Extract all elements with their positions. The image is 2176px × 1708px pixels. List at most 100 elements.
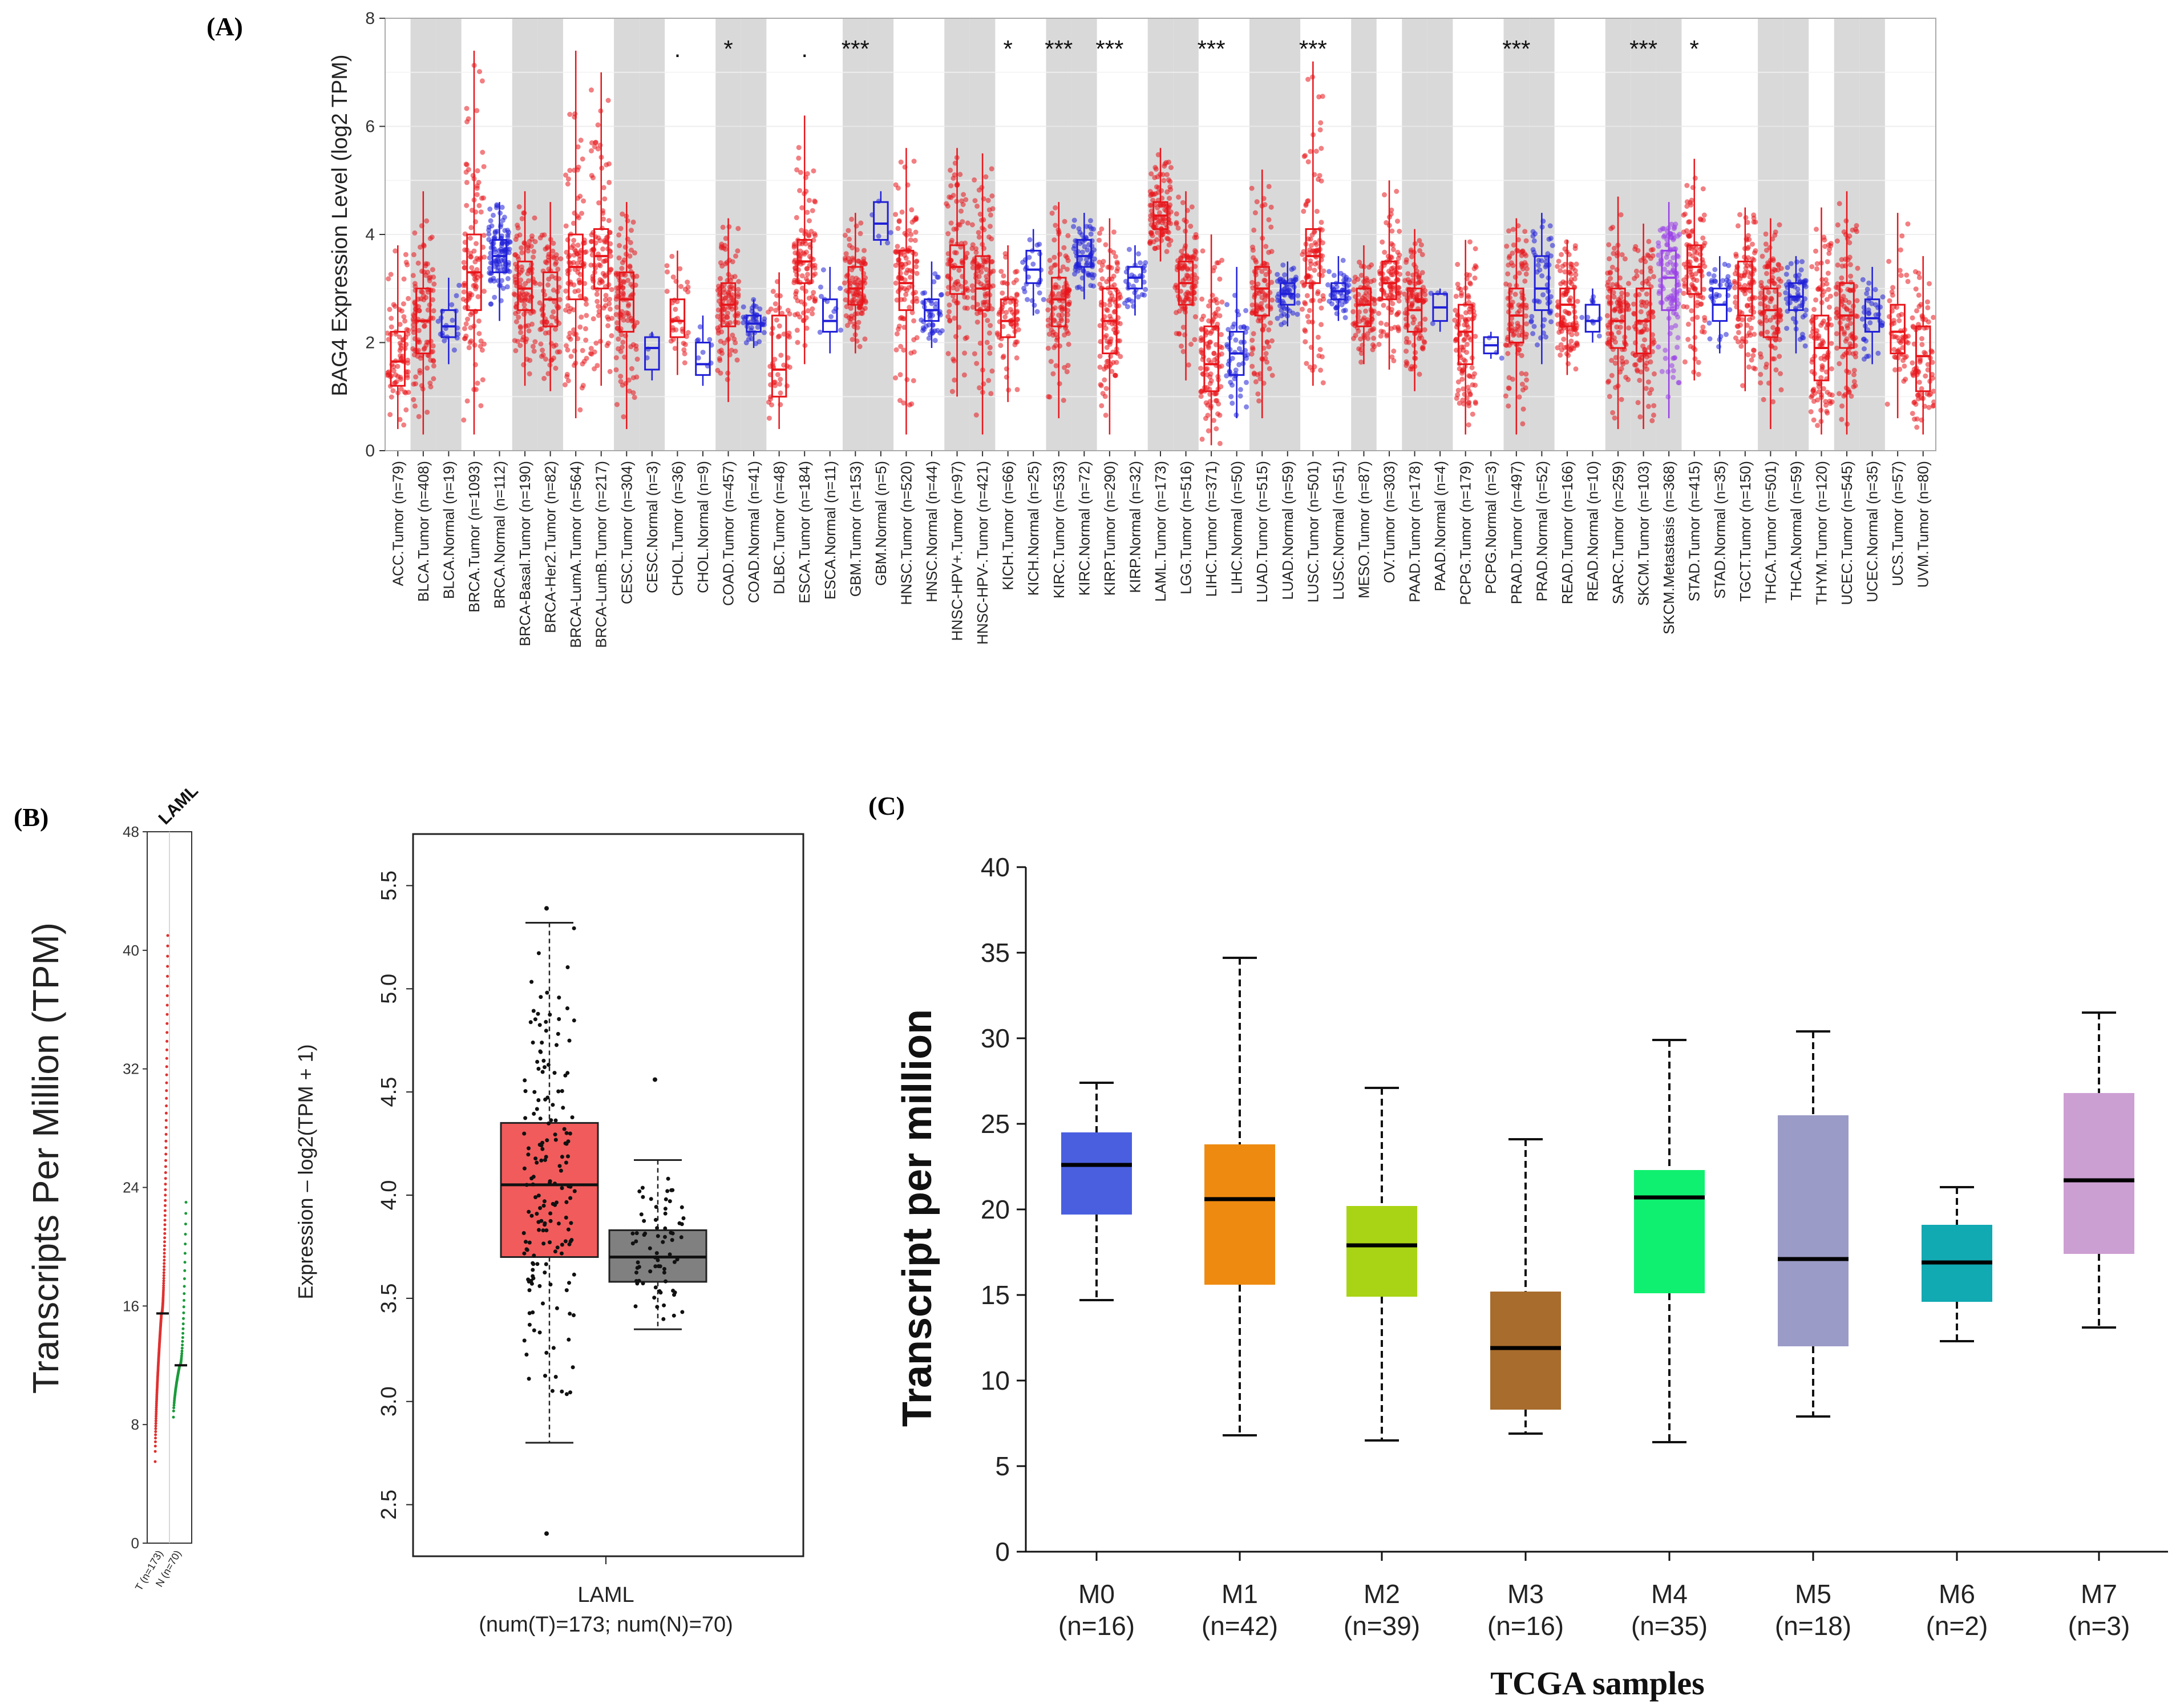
panel-a-point bbox=[1758, 371, 1764, 377]
panel-a-point bbox=[1156, 218, 1162, 224]
panel-a-point bbox=[1259, 269, 1265, 274]
panel-a-point bbox=[1263, 272, 1269, 277]
panel-a-point bbox=[538, 341, 544, 347]
panel-a-point bbox=[602, 196, 608, 202]
panel-a-point bbox=[1659, 369, 1665, 374]
panel-a-point bbox=[1002, 251, 1008, 257]
panel-a-point bbox=[843, 251, 849, 257]
panel-a-point bbox=[1275, 315, 1280, 321]
panel-a-point bbox=[505, 228, 510, 233]
panel-a-point bbox=[1738, 343, 1744, 349]
panel-a-point bbox=[1206, 303, 1211, 309]
panel-a-point bbox=[1851, 384, 1857, 390]
panel-a-point bbox=[805, 308, 811, 314]
panel-a-point bbox=[1340, 257, 1346, 263]
panel-a-point bbox=[619, 345, 625, 350]
panel-a-point bbox=[1138, 260, 1143, 266]
panel-a-point bbox=[893, 212, 899, 217]
panel-a-point bbox=[893, 375, 899, 381]
panel-a-point bbox=[1320, 227, 1325, 233]
panel-a-point bbox=[681, 341, 686, 346]
panel-a-point bbox=[944, 201, 949, 207]
panel-a-point bbox=[513, 348, 519, 354]
panel-a-point bbox=[1052, 305, 1058, 311]
panel-a-point bbox=[1318, 322, 1324, 327]
panel-a-point bbox=[851, 257, 856, 262]
panel-a-point bbox=[982, 313, 988, 318]
panel-a-point bbox=[1472, 275, 1478, 281]
panel-a-point bbox=[1813, 248, 1818, 254]
panel-a-point bbox=[1632, 362, 1637, 368]
panel-a-point bbox=[1522, 278, 1528, 284]
panel-a-point bbox=[1193, 249, 1199, 255]
panel-a-point bbox=[513, 252, 519, 257]
panel-a-point bbox=[1810, 387, 1816, 393]
panel-a-point bbox=[1249, 185, 1255, 191]
panel-a-point bbox=[1788, 261, 1794, 266]
panel-a-point bbox=[553, 326, 558, 332]
panel-a-point bbox=[1047, 394, 1053, 400]
panel-a-point bbox=[718, 347, 724, 353]
panel-a-point bbox=[1648, 265, 1653, 271]
panel-a-point bbox=[524, 357, 530, 362]
panel-a-point bbox=[1395, 218, 1400, 224]
panel-a-point bbox=[466, 167, 471, 172]
panel-a-point bbox=[1611, 250, 1616, 256]
panel-a-point bbox=[1839, 416, 1845, 422]
panel-a-point bbox=[1848, 280, 1854, 285]
panel-a-point bbox=[1519, 382, 1525, 387]
panel-a-point bbox=[1168, 221, 1174, 226]
panel-a-point bbox=[1783, 282, 1789, 288]
panel-a-point bbox=[1166, 230, 1171, 235]
panel-a-point bbox=[1263, 293, 1268, 298]
panel-a-point bbox=[898, 343, 904, 349]
panel-a-point bbox=[1630, 351, 1636, 357]
panel-a-point bbox=[575, 144, 581, 149]
panel-a-point bbox=[897, 398, 903, 403]
panel-a-point bbox=[1732, 280, 1738, 286]
panel-a-point bbox=[1266, 344, 1272, 350]
panel-a-point bbox=[1796, 272, 1802, 278]
panel-a-point bbox=[1657, 289, 1663, 294]
panel-a-point bbox=[1724, 331, 1729, 337]
panel-a-point bbox=[1524, 377, 1530, 383]
panel-a-point bbox=[1158, 202, 1163, 208]
panel-a-point bbox=[577, 407, 583, 412]
panel-a-point bbox=[597, 143, 603, 148]
panel-a-point bbox=[422, 323, 427, 329]
panel-a-point bbox=[564, 343, 569, 349]
panel-a-point bbox=[1839, 403, 1845, 409]
panel-a-point bbox=[913, 259, 919, 265]
panel-a-point bbox=[1663, 347, 1668, 353]
panel-a-point bbox=[1453, 293, 1459, 299]
panel-a-point bbox=[1208, 378, 1214, 383]
panel-a-point bbox=[1611, 290, 1616, 296]
panel-a-point bbox=[545, 254, 551, 260]
panel-a-point bbox=[629, 228, 634, 233]
panel-a-point bbox=[976, 234, 982, 240]
panel-a-point bbox=[1859, 316, 1865, 322]
panel-a-point bbox=[1822, 357, 1827, 362]
panel-a-point bbox=[1926, 319, 1931, 325]
panel-a-point bbox=[1390, 246, 1396, 252]
panel-a-point bbox=[1736, 316, 1741, 322]
panel-a-point bbox=[1152, 165, 1158, 170]
panel-a-point bbox=[858, 230, 863, 236]
panel-a-point bbox=[1147, 203, 1153, 208]
panel-a-point bbox=[1014, 292, 1020, 298]
panel-a-point bbox=[1694, 314, 1700, 320]
panel-a-point bbox=[1175, 225, 1181, 231]
panel-a-point bbox=[772, 301, 778, 307]
panel-a-point bbox=[1053, 363, 1059, 369]
panel-a-point bbox=[614, 305, 620, 310]
panel-a-point bbox=[796, 155, 802, 161]
panel-a-point bbox=[531, 349, 537, 354]
panel-a-point bbox=[1228, 394, 1234, 399]
panel-a-point bbox=[1821, 318, 1827, 324]
panel-a-point bbox=[491, 276, 496, 281]
panel-a-point bbox=[489, 223, 495, 229]
panel-a-point bbox=[1380, 239, 1385, 245]
panel-a-point bbox=[1097, 260, 1102, 265]
panel-a-point bbox=[1159, 238, 1164, 243]
panel-a-point bbox=[1254, 199, 1260, 205]
